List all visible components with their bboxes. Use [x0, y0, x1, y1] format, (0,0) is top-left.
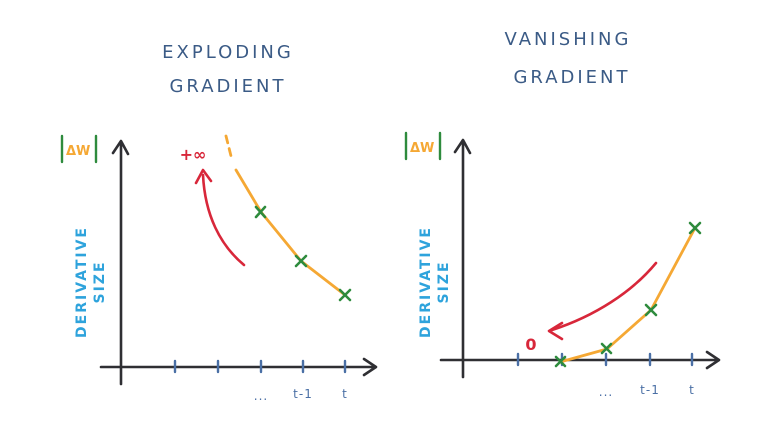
vanishing-marker-2 — [600, 342, 613, 355]
exploding-marker-3 — [338, 288, 352, 302]
exploding-limit-label: +∞ — [180, 145, 207, 164]
exploding-marker-2 — [294, 254, 308, 268]
vanishing-tick-label-t-minus-1: t-1 — [640, 383, 660, 397]
exploding-trend-arrowhead — [194, 168, 213, 185]
exploding-y-label-line2: SIZE — [92, 260, 108, 303]
vanishing-x-axis — [439, 350, 721, 370]
vanishing-limit-label: 0 — [525, 335, 536, 354]
exploding-panel: EXPLODING GRADIENT ΔW DERIVATIVE SIZE ..… — [60, 42, 378, 403]
vanishing-y-label-line1: DERIVATIVE — [418, 226, 434, 338]
exploding-curve-extension — [224, 134, 234, 162]
vanishing-marker-4 — [688, 221, 702, 235]
exploding-title-line2: GRADIENT — [169, 76, 286, 97]
vanishing-y-label: DERIVATIVE SIZE — [418, 226, 452, 338]
vanishing-tick-label-t: t — [689, 383, 695, 397]
exploding-x-axis — [99, 357, 378, 377]
vanishing-marker-3 — [644, 303, 658, 317]
vanishing-title-line1: VANISHING — [505, 29, 632, 50]
exploding-tick-label-t-minus-1: t-1 — [293, 387, 313, 401]
exploding-trend-arrow — [201, 173, 246, 267]
vanishing-marker-1 — [554, 355, 567, 368]
exploding-dw-text: ΔW — [66, 144, 90, 159]
exploding-y-axis — [111, 139, 130, 386]
exploding-y-label: DERIVATIVE SIZE — [74, 226, 108, 338]
vanishing-trend-arrowhead — [547, 321, 564, 341]
exploding-title-line1: EXPLODING — [162, 42, 294, 63]
vanishing-curve — [558, 226, 697, 364]
vanishing-tick-label-dots: ... — [599, 385, 613, 399]
exploding-tick-label-dots: ... — [254, 389, 268, 403]
exploding-curve — [234, 168, 347, 297]
vanishing-y-axis — [453, 138, 472, 379]
exploding-tick-label-t: t — [342, 387, 348, 401]
exploding-x-ticks — [173, 359, 347, 374]
vanishing-dw-text: ΔW — [410, 141, 434, 156]
vanishing-title-line2: GRADIENT — [513, 67, 630, 88]
exploding-y-label-line1: DERIVATIVE — [74, 226, 90, 338]
vanishing-dw-label: ΔW — [404, 131, 442, 161]
vanishing-y-label-line2: SIZE — [436, 260, 452, 303]
vanishing-trend-arrow — [550, 261, 658, 332]
exploding-dw-label: ΔW — [60, 134, 98, 164]
vanishing-panel: VANISHING GRADIENT ΔW DERIVATIVE SIZE ..… — [404, 29, 721, 399]
exploding-marker-1 — [254, 205, 267, 219]
